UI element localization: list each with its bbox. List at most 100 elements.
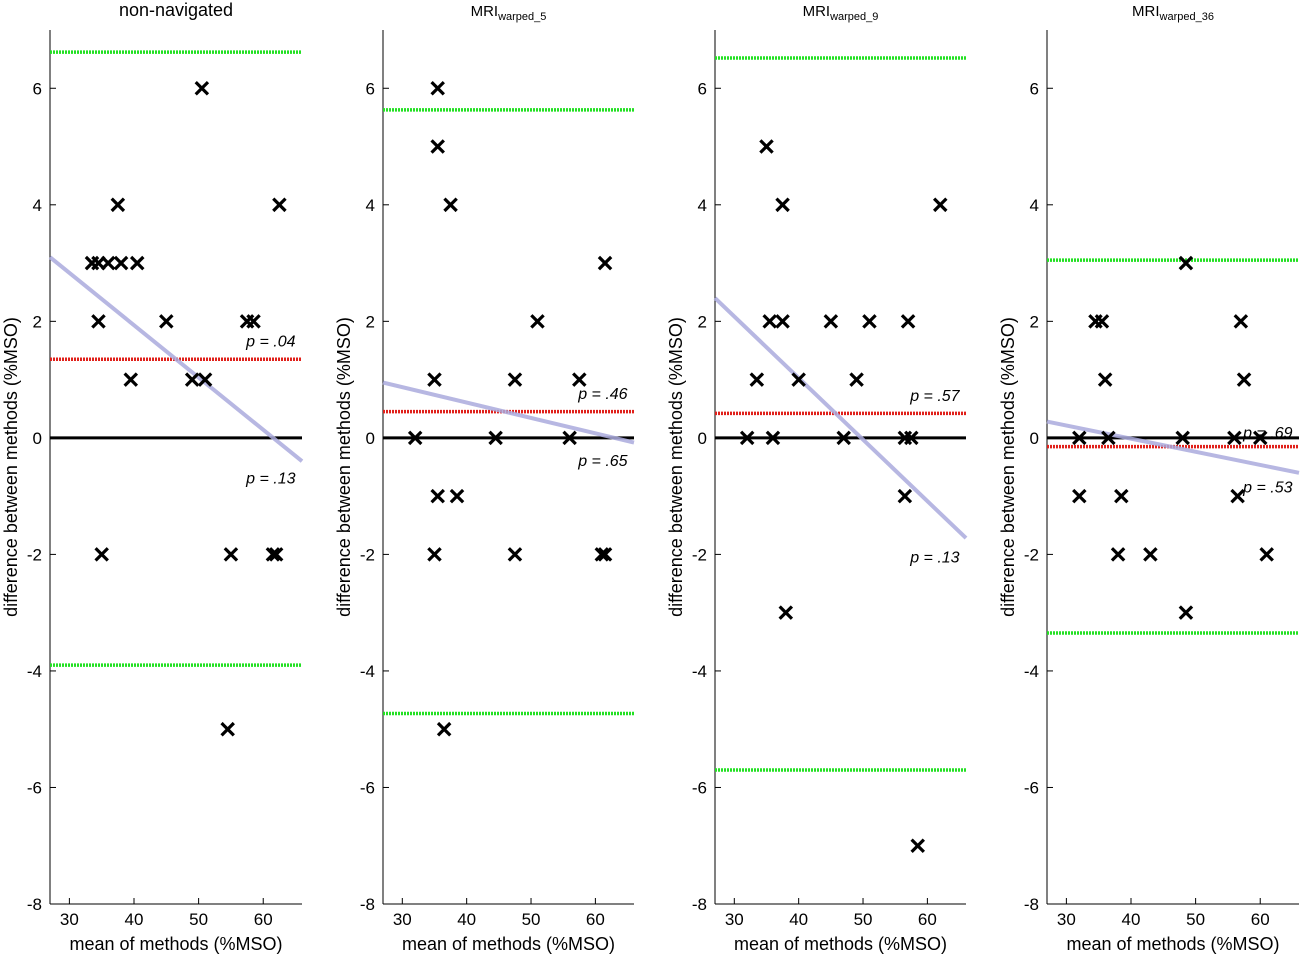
x-tick-label: 40 [125, 910, 144, 929]
data-point [836, 430, 851, 446]
p-value-annotation: p = .04 [245, 334, 295, 351]
y-tick-label: 0 [366, 429, 375, 448]
y-axis-label: difference between methods (%MSO) [666, 317, 686, 617]
regression-line [48, 255, 304, 463]
y-tick-label: 4 [698, 196, 707, 215]
data-point [113, 255, 129, 271]
data-point [572, 372, 587, 387]
data-point [100, 255, 116, 271]
y-tick-label: 0 [1030, 429, 1039, 448]
data-point [775, 314, 790, 329]
data-point [594, 547, 610, 562]
data-point [1252, 430, 1268, 446]
panel-4: -8 -6 -4 -2 0 2 4 6 30 40 50 60 p = .69 p = .53 MRIwar… [998, 3, 1300, 954]
y-tick-label: 2 [366, 312, 375, 331]
y-tick-label: -4 [27, 662, 42, 681]
data-point [1236, 372, 1252, 387]
y-tick-label: 6 [1030, 79, 1039, 98]
data-point [932, 197, 948, 213]
x-tick-label: 40 [789, 910, 808, 929]
regression-line [382, 380, 635, 445]
data-point [1101, 430, 1116, 446]
y-tick-label: 4 [366, 196, 375, 215]
data-point [849, 372, 864, 387]
y-axis-label: difference between methods (%MSO) [998, 317, 1018, 617]
data-point [94, 547, 109, 562]
data-point [265, 547, 281, 562]
data-point [1097, 372, 1113, 387]
x-tick-label: 60 [1251, 910, 1270, 929]
y-tick-label: -4 [360, 662, 375, 681]
x-tick-label: 60 [586, 910, 605, 929]
data-point [449, 488, 465, 504]
x-tick-label: 40 [457, 910, 476, 929]
x-tick-label: 30 [725, 910, 744, 929]
data-point [123, 372, 139, 387]
data-point [739, 430, 755, 446]
x-tick-label: 50 [1186, 910, 1205, 929]
x-tick-label: 60 [254, 910, 273, 929]
data-point [1227, 430, 1242, 446]
x-tick-label: 50 [522, 910, 541, 929]
data-point [430, 81, 445, 96]
x-axis-label: mean of methods (%MSO) [69, 934, 282, 954]
data-point [530, 314, 545, 329]
data-point [488, 430, 503, 446]
y-tick-label: -4 [1024, 662, 1039, 681]
y-tick-label: -8 [27, 895, 42, 914]
y-tick-label: -6 [27, 778, 42, 797]
data-point [1230, 488, 1245, 504]
data-point [791, 372, 806, 387]
y-tick-label: 0 [33, 429, 42, 448]
data-point [775, 197, 790, 213]
data-point [910, 838, 925, 853]
data-point [430, 488, 445, 504]
y-tick-label: 0 [698, 429, 707, 448]
data-point [129, 255, 145, 271]
data-point [1175, 430, 1190, 446]
data-point [597, 547, 613, 562]
y-tick-label: -8 [1024, 895, 1039, 914]
data-point [1114, 488, 1129, 504]
data-point [246, 314, 261, 329]
data-point [1110, 547, 1126, 562]
y-axis-label: difference between methods (%MSO) [1, 317, 21, 617]
y-tick-label: -8 [360, 895, 375, 914]
y-tick-label: -2 [692, 545, 707, 564]
data-point [268, 547, 284, 562]
data-point [897, 488, 913, 504]
data-point [765, 430, 781, 446]
data-point [1143, 547, 1158, 562]
data-point [194, 81, 210, 96]
y-axis-label: difference between methods (%MSO) [334, 317, 354, 617]
data-point [507, 547, 523, 562]
y-tick-label: -6 [692, 778, 707, 797]
data-point [823, 314, 839, 329]
data-point [1072, 430, 1087, 446]
x-tick-label: 40 [1122, 910, 1141, 929]
panel-3: -8 -6 -4 -2 0 2 4 6 30 40 50 60 p = .57 p = .13 MRIwar… [666, 3, 968, 954]
panel-title: non-navigated [119, 0, 233, 20]
data-point [1233, 314, 1249, 329]
y-tick-label: -6 [360, 778, 375, 797]
data-point [443, 197, 458, 213]
panel-title: MRIwarped_9 [803, 3, 879, 23]
x-tick-label: 60 [918, 910, 937, 929]
x-axis-label: mean of methods (%MSO) [402, 934, 615, 954]
data-point [1072, 488, 1087, 504]
data-point [762, 314, 777, 329]
p-value-annotation: p = .53 [1242, 479, 1292, 496]
data-point [562, 430, 577, 446]
p-value-annotation: p = .13 [909, 549, 959, 566]
y-tick-label: 6 [33, 79, 42, 98]
data-point [862, 314, 877, 329]
data-point [91, 255, 106, 271]
data-point [759, 139, 774, 154]
y-tick-label: 6 [698, 79, 707, 98]
p-value-annotation: p = .69 [1242, 425, 1292, 442]
data-point [507, 372, 523, 387]
p-value-annotation: p = .65 [577, 453, 627, 470]
x-axis-label: mean of methods (%MSO) [734, 934, 947, 954]
y-tick-label: 2 [698, 312, 707, 331]
